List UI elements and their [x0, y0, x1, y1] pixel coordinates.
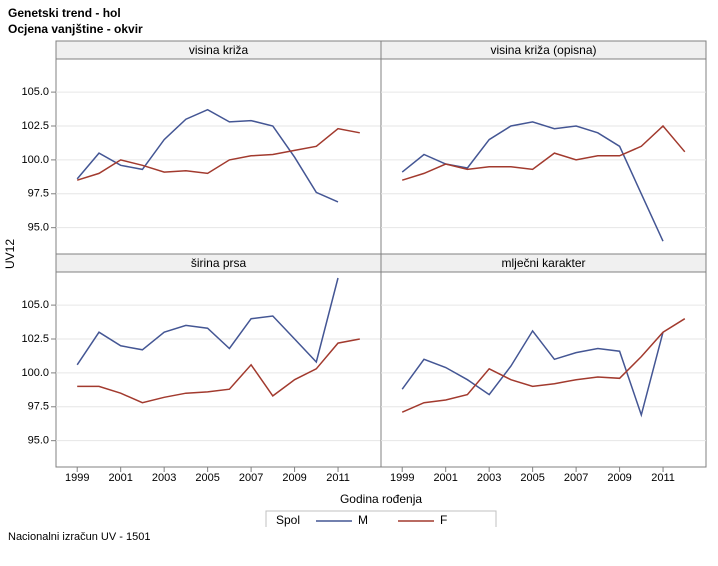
legend-label: F	[440, 513, 447, 527]
footer-text: Nacionalni izračun UV - 1501	[0, 527, 718, 543]
x-tick-label: 2003	[152, 472, 176, 484]
y-tick-label: 105.0	[21, 299, 49, 311]
title-line-1: Genetski trend - hol	[8, 6, 718, 22]
x-tick-label: 2005	[195, 472, 219, 484]
chart-grid: visina križa 95.0 97.5 100.0 102.5 105.0 visin…	[0, 37, 718, 527]
y-axis-title: UV12	[3, 239, 17, 269]
x-tick-label: 2005	[520, 472, 544, 484]
panel-body	[381, 272, 706, 467]
y-tick-label: 105.0	[21, 86, 49, 98]
y-tick-label: 100.0	[21, 367, 49, 379]
y-tick-label: 95.0	[28, 435, 49, 447]
legend-label: M	[358, 513, 368, 527]
y-tick-label: 102.5	[21, 333, 49, 345]
x-tick-label: 2009	[607, 472, 631, 484]
panel-title: visina križa	[189, 43, 249, 57]
y-tick-label: 95.0	[28, 222, 49, 234]
x-tick-label: 2001	[433, 472, 457, 484]
x-tick-label: 1999	[65, 472, 89, 484]
x-tick-label: 2007	[564, 472, 588, 484]
y-tick-label: 97.5	[28, 188, 49, 200]
legend-box	[266, 511, 496, 527]
chart-svg: visina križa 95.0 97.5 100.0 102.5 105.0 visin…	[0, 37, 718, 527]
panel-title: širina prsa	[191, 256, 247, 270]
x-tick-label: 2011	[651, 472, 675, 484]
y-tick-label: 100.0	[21, 154, 49, 166]
y-tick-label: 102.5	[21, 120, 49, 132]
x-tick-label: 1999	[390, 472, 414, 484]
x-tick-label: 2007	[239, 472, 263, 484]
x-tick-label: 2001	[108, 472, 132, 484]
x-tick-label: 2009	[282, 472, 306, 484]
title-line-2: Ocjena vanjštine - okvir	[8, 22, 718, 38]
x-axis-title: Godina rođenja	[340, 492, 422, 506]
panel-title: mlječni karakter	[501, 256, 585, 270]
legend-title: Spol	[276, 513, 300, 527]
x-tick-label: 2003	[477, 472, 501, 484]
y-tick-label: 97.5	[28, 401, 49, 413]
panel-title: visina križa (opisna)	[490, 43, 596, 57]
x-tick-label: 2011	[326, 472, 350, 484]
